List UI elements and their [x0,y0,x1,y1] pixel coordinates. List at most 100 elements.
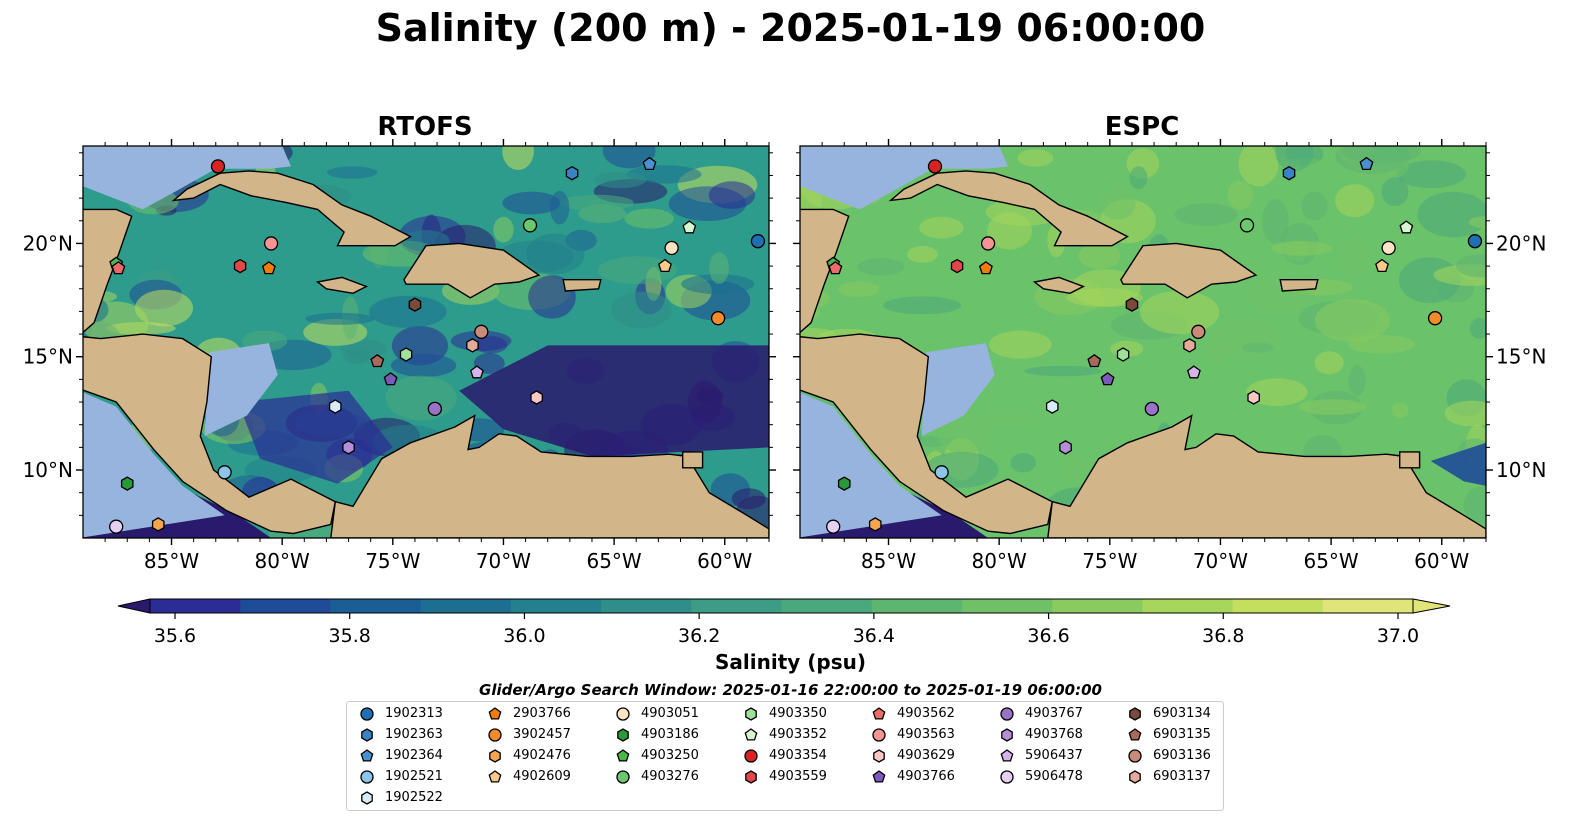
legend-label: 4903186 [641,727,699,742]
legend-label: 5906437 [1025,748,1083,763]
espc-panel-title: ESPC [1104,112,1180,142]
colorbar-tick-label: 36.0 [503,625,545,647]
float-6903136 [1191,324,1206,339]
legend-marker [616,706,630,721]
legend-marker [1000,706,1014,721]
legend-marker [744,748,758,763]
legend-marker [488,769,502,783]
hexagon-marker-icon [745,706,757,721]
float-3902457 [710,311,726,326]
legend-item-4903629: 4903629 [871,745,955,766]
hexagon-marker-icon [1001,727,1013,742]
land-southAmerica [330,414,769,538]
float-4903562 [828,261,843,275]
float-4903354 [210,159,226,174]
shelf-area [83,392,225,538]
float-1902363 [1282,165,1296,181]
legend-label: 4903767 [1025,706,1083,721]
pentagon-marker-icon [488,769,502,783]
colorbar-tick-label: 36.6 [1027,625,1069,647]
float-4902476 [868,517,882,532]
legend-label: 4903562 [897,706,955,721]
colorbar-bin [691,599,782,613]
legend-marker [1129,706,1141,721]
circle-marker-icon [1000,769,1014,784]
colorbar-extend-low [117,598,151,614]
legend-label: 5906478 [1025,769,1083,784]
land-pr [562,279,602,292]
legend-item-4903352: 4903352 [743,724,827,745]
legend-marker [872,769,886,783]
legend-marker [1000,748,1014,762]
legend-item-6903134: 6903134 [1127,703,1211,724]
legend-marker [361,727,373,742]
colorbar-bin [961,599,1053,613]
circle-marker-icon [872,727,886,742]
float-5906437 [1186,365,1201,379]
hexagon-marker-icon [1129,706,1141,721]
search-window-text: Glider/Argo Search Window: 2025-01-16 22… [479,681,1102,699]
float-2903766 [978,261,993,275]
legend-item-4903563: 4903563 [871,724,955,745]
legend-label: 4903051 [641,706,699,721]
legend-label: 3902457 [513,727,571,742]
float-4903559 [233,258,247,274]
float-4903051 [664,240,679,256]
colorbar-tick-label: 37.0 [1377,625,1419,647]
circle-marker-icon [488,727,502,742]
float-4903186 [120,476,134,491]
float-4903629 [530,390,543,405]
legend-item-1902313: 1902313 [359,703,443,724]
legend-label: 4902476 [513,748,571,763]
legend-item-4903768: 4903768 [999,724,1083,745]
float-5906478 [826,519,841,534]
legend-marker [745,706,757,721]
legend-label: 4903250 [641,748,699,763]
legend-marker [873,748,885,763]
rtofs-map: 85°W 80°W 75°W 70°W 65°W 60°W 10°N 15°N 20°N [23,139,776,573]
colorbar-bin [150,599,241,613]
float-6903135 [1087,353,1102,368]
colorbar-bin [240,599,331,613]
land-southAmerica [1047,414,1486,538]
colorbar: 35.6 35.8 36.0 36.2 36.4 36.6 36.8 37.0 [117,598,1451,647]
legend-label: 2903766 [513,706,571,721]
legend-item-5906437: 5906437 [999,745,1083,766]
lon-tick-label: 65°W [1303,549,1358,573]
hexagon-marker-icon [361,790,373,805]
land-trinidad [1398,451,1421,469]
legend-label: 1902313 [385,706,443,721]
float-4903350 [399,347,413,362]
colorbar-bin [420,599,512,613]
legend-item-4903250: 4903250 [615,745,699,766]
land-hispaniola [403,242,541,299]
legend-label: 4903354 [769,748,827,763]
legend-item-4903766: 4903766 [871,766,955,787]
circle-marker-icon [616,706,630,721]
land-jamaica [1032,276,1086,295]
legend-marker [489,748,501,763]
colorbar-tick-label: 36.8 [1202,625,1244,647]
legend-marker [1128,748,1142,763]
legend-label: 1902521 [385,769,443,784]
colorbar-bin [1142,599,1234,613]
legend-label: 6903135 [1153,727,1211,742]
colorbar-title: Salinity (psu) [714,650,866,674]
legend-marker [872,706,886,720]
lat-tick-label: 10°N [23,458,73,482]
land-cuba [888,170,1129,247]
float-4903350 [1116,347,1130,362]
float-2903766 [261,261,276,275]
pentagon-marker-icon [872,769,886,783]
legend-label: 6903136 [1153,748,1211,763]
lon-tick-label: 85°W [861,549,916,573]
lon-tick-label: 85°W [144,549,199,573]
land-trinidad [682,451,704,469]
float-1902521 [217,465,232,480]
legend-item-4903350: 4903350 [743,703,827,724]
float-3902457 [1427,311,1443,326]
lon-tick-label: 75°W [1082,549,1137,573]
pentagon-marker-icon [1000,748,1014,762]
lat-tick-label: 15°N [23,345,73,369]
